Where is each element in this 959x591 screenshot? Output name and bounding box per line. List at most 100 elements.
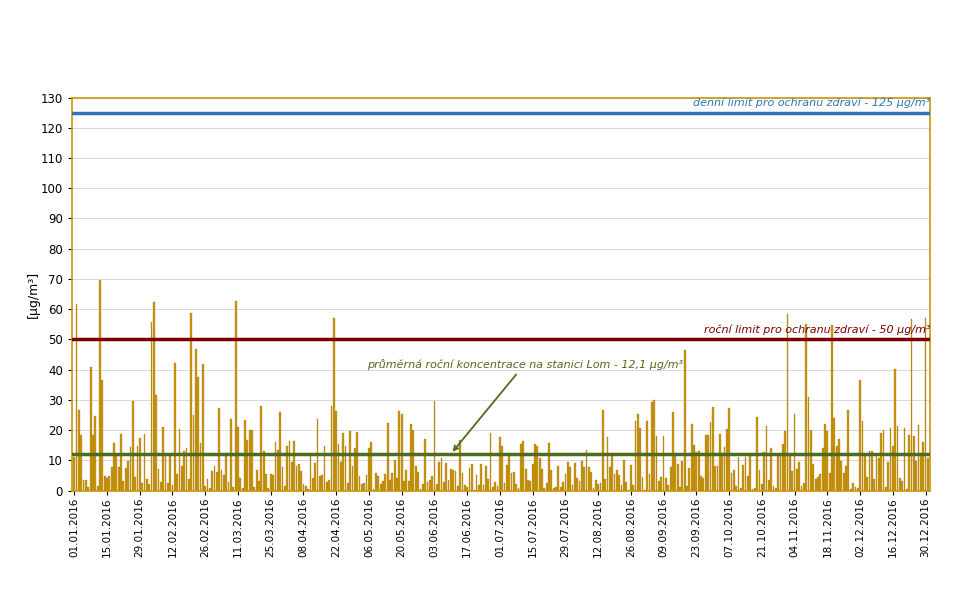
Bar [385, 474, 386, 491]
Bar [648, 475, 650, 491]
Bar [836, 446, 837, 491]
Bar [466, 487, 468, 491]
Bar [924, 318, 926, 491]
Bar [784, 430, 786, 491]
Bar [131, 401, 133, 491]
Bar [625, 482, 627, 491]
Bar [572, 485, 573, 491]
Bar [791, 471, 793, 491]
Bar [149, 485, 150, 491]
Bar [770, 448, 772, 491]
Bar [99, 280, 101, 491]
Bar [123, 482, 125, 491]
Bar [81, 435, 82, 491]
Bar [419, 489, 421, 491]
Bar [562, 482, 564, 491]
Bar [136, 446, 138, 491]
Bar [876, 456, 877, 491]
Bar [546, 483, 548, 491]
Bar [853, 482, 854, 491]
Bar [286, 446, 288, 491]
Bar [118, 467, 120, 491]
Bar [854, 486, 856, 491]
Bar [667, 485, 669, 491]
Bar [300, 471, 302, 491]
Bar [740, 488, 741, 491]
Bar [737, 457, 739, 491]
Bar [637, 414, 639, 491]
Bar [485, 466, 487, 491]
Bar [759, 470, 760, 491]
Bar [134, 477, 136, 491]
Bar [289, 441, 291, 491]
Bar [552, 488, 554, 491]
Bar [113, 443, 115, 491]
Bar [432, 476, 433, 491]
Bar [672, 412, 674, 491]
Bar [646, 421, 648, 491]
Bar [490, 433, 491, 491]
Bar [227, 482, 229, 491]
Bar [703, 478, 704, 491]
Bar [199, 443, 201, 491]
Bar [666, 478, 667, 491]
Bar [256, 470, 258, 491]
Bar [599, 483, 601, 491]
Bar [347, 483, 349, 491]
Bar [440, 458, 442, 491]
Bar [721, 453, 723, 491]
Bar [661, 477, 662, 491]
Bar [195, 349, 197, 491]
Bar [436, 484, 437, 491]
Bar [656, 436, 658, 491]
Bar [642, 477, 643, 491]
Bar [658, 481, 660, 491]
Bar [812, 463, 814, 491]
Bar [219, 408, 221, 491]
Bar [176, 474, 178, 491]
Bar [700, 476, 702, 491]
Bar [245, 420, 246, 491]
Bar [527, 480, 528, 491]
Bar [679, 487, 681, 491]
Bar [848, 410, 850, 491]
Bar [539, 458, 541, 491]
Bar [469, 467, 470, 491]
Text: roční limit pro ochranu zdraví - 50 µg/m³: roční limit pro ochranu zdraví - 50 µg/m… [704, 324, 930, 335]
Bar [635, 421, 637, 491]
Bar [146, 479, 148, 491]
Bar [263, 450, 265, 491]
Bar [478, 485, 480, 491]
Bar [915, 460, 917, 491]
Bar [183, 451, 185, 491]
Bar [565, 474, 566, 491]
Bar [607, 437, 608, 491]
Bar [796, 469, 798, 491]
Bar [749, 454, 751, 491]
Bar [480, 465, 482, 491]
Bar [918, 426, 920, 491]
Bar [445, 463, 447, 491]
Bar [282, 467, 283, 491]
Text: Zpracovalo Ekologické centrum Most na základě operativních dat Českého hydromete: Zpracovalo Ekologické centrum Most na zá… [115, 51, 844, 66]
Bar [461, 473, 463, 491]
Bar [152, 303, 154, 491]
Bar [258, 480, 260, 491]
Bar [506, 466, 508, 491]
Bar [333, 318, 335, 491]
Bar [775, 488, 777, 491]
Bar [663, 436, 665, 491]
Bar [155, 395, 157, 491]
Bar [590, 472, 592, 491]
Bar [819, 474, 821, 491]
Bar [248, 430, 250, 491]
Bar [82, 480, 84, 491]
Bar [511, 473, 512, 491]
Bar [274, 441, 276, 491]
Bar [303, 484, 304, 491]
Bar [880, 433, 882, 491]
Bar [433, 401, 435, 491]
Bar [464, 485, 466, 491]
Bar [128, 461, 129, 491]
Bar [719, 434, 720, 491]
